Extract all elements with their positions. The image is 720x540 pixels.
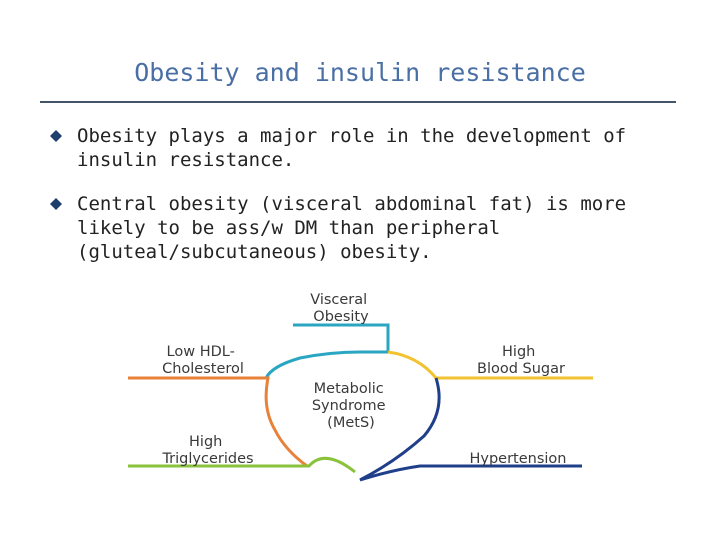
visceral-obesity-label: Visceral Obesity xyxy=(310,292,372,325)
bullet-list: Obesity plays a major role in the develo… xyxy=(50,124,690,284)
bullet-text: Central obesity (visceral abdominal fat)… xyxy=(77,193,627,263)
blood-sugar-label: High Blood Sugar xyxy=(477,344,565,377)
metabolic-syndrome-label: Metabolic Syndrome (MetS) xyxy=(312,381,390,431)
slide-title: Obesity and insulin resistance xyxy=(134,58,586,87)
visceral-obesity-connector xyxy=(264,323,390,379)
triglycerides-connector xyxy=(128,456,356,474)
diamond-bullet-icon xyxy=(50,198,62,210)
low-hdl-label: Low HDL- Cholesterol xyxy=(162,344,244,377)
hypertension-connector xyxy=(359,377,582,482)
blood-sugar-connector xyxy=(387,350,593,380)
hypertension-label: Hypertension xyxy=(469,451,566,467)
bullet-item: Obesity plays a major role in the develo… xyxy=(50,124,690,172)
bullet-item: Central obesity (visceral abdominal fat)… xyxy=(50,192,690,264)
low-hdl-connector xyxy=(128,376,308,468)
bullet-text: Obesity plays a major role in the develo… xyxy=(77,125,627,171)
triglycerides-label: High Triglycerides xyxy=(161,434,253,467)
title-divider xyxy=(40,101,676,103)
diamond-bullet-icon xyxy=(50,130,62,142)
